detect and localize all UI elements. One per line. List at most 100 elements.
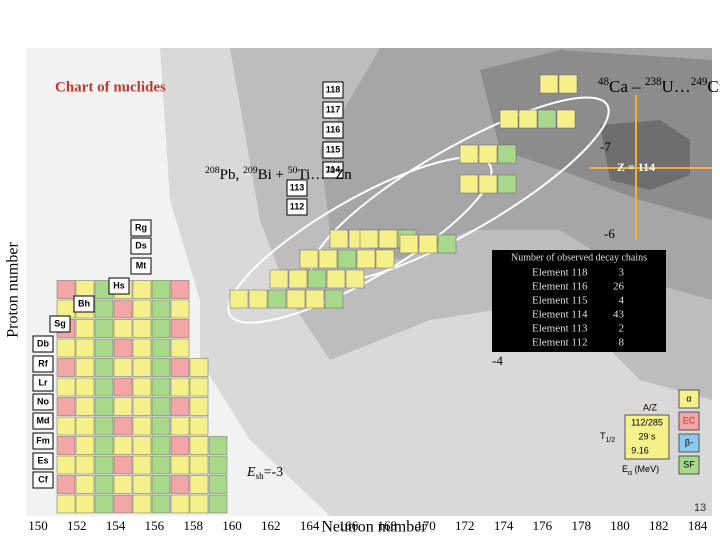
nuclide-cell xyxy=(56,299,76,319)
nuclide-cell xyxy=(94,299,114,319)
nuclide-cell xyxy=(399,234,419,254)
nuclide-cell xyxy=(170,319,190,338)
nuclide-cell xyxy=(151,416,171,436)
nuclide-cell xyxy=(151,436,171,455)
element-label: Bh xyxy=(78,298,90,308)
reaction-part: Ca – xyxy=(609,77,645,96)
element-box xyxy=(49,315,71,333)
element-box xyxy=(32,452,54,470)
nuclide-cell xyxy=(375,249,395,269)
title: Chart of nuclides xyxy=(55,79,166,95)
reaction-part: Zn xyxy=(335,167,352,183)
nuclide-cell xyxy=(132,455,152,475)
element-label: Mt xyxy=(136,260,147,270)
nuclide-cell xyxy=(151,475,171,494)
nuclide-cell xyxy=(478,144,498,164)
element-box xyxy=(32,471,54,489)
nuclide-cell xyxy=(151,377,171,397)
nuclide-cell xyxy=(518,109,538,129)
element-box xyxy=(130,219,152,237)
nuclide-cell xyxy=(132,397,152,416)
sample-e: 9.16 xyxy=(631,445,649,455)
element-box xyxy=(32,412,54,430)
element-label: 117 xyxy=(326,104,341,114)
reaction-part: 50 xyxy=(288,165,298,176)
decay-count: 2 xyxy=(619,323,625,335)
nuclide-cell xyxy=(170,377,190,397)
element-label: 112 xyxy=(290,201,305,211)
reaction-part: Bi + xyxy=(258,167,288,183)
nuclide-cell xyxy=(378,229,398,249)
element-box xyxy=(32,432,54,450)
reaction-part: 70 xyxy=(325,165,335,176)
reaction-part: 238 xyxy=(645,76,662,88)
nuclide-cell xyxy=(75,338,95,358)
nuclide-cell xyxy=(56,475,76,494)
decay-count: 43 xyxy=(613,309,625,321)
nuclide-cell xyxy=(170,494,190,514)
element-label: Hs xyxy=(113,280,125,290)
element-box xyxy=(32,355,54,373)
nuclide-cell xyxy=(459,144,479,164)
sample-t: 29 s xyxy=(638,431,656,441)
contour-label: -7 xyxy=(600,139,611,154)
decay-count: 4 xyxy=(619,295,625,307)
nuclide-cell xyxy=(94,338,114,358)
nuclide-cell xyxy=(208,494,228,514)
element-label: Rf xyxy=(38,358,48,368)
nuclide-cell xyxy=(307,269,327,289)
element-label: 118 xyxy=(326,84,341,94)
x-tick-label: 150 xyxy=(28,518,48,533)
nuclide-cell xyxy=(269,269,289,289)
element-box xyxy=(322,161,344,179)
decay-element: Element 112 xyxy=(532,337,588,349)
x-tick-label: 174 xyxy=(494,518,514,533)
x-tick-label: 158 xyxy=(183,518,203,533)
nuclide-cell xyxy=(151,455,171,475)
z114: Z = 114 xyxy=(617,160,655,174)
nuclide-cell xyxy=(151,319,171,338)
nuclide-cell xyxy=(288,269,308,289)
nuclide-cell xyxy=(459,174,479,194)
nuclide-cell xyxy=(75,377,95,397)
nuclide-cell xyxy=(170,358,190,377)
sample-cell xyxy=(624,414,670,460)
element-label: No xyxy=(37,396,49,406)
element-box xyxy=(32,374,54,392)
nuclide-cell xyxy=(94,475,114,494)
contour-label: -4 xyxy=(492,353,503,368)
nuclide-cell xyxy=(189,455,209,475)
decay-element: Element 114 xyxy=(532,309,588,321)
element-box xyxy=(73,295,95,313)
nuclide-cell xyxy=(356,249,376,269)
x-tick-label: 166 xyxy=(339,518,359,533)
x-tick-label: 184 xyxy=(688,518,708,533)
x-axis-label: Neutron number xyxy=(321,519,427,536)
nuclide-cell xyxy=(113,494,133,514)
nuclide-cell xyxy=(170,338,190,358)
reaction-part: Ti… xyxy=(297,167,325,183)
decay-heading: Number of observed decay chains xyxy=(511,252,647,263)
element-box xyxy=(322,101,344,119)
nuclide-cell xyxy=(132,377,152,397)
nuclide-cell xyxy=(359,229,379,249)
nuclide-cell xyxy=(499,109,519,129)
element-box xyxy=(322,121,344,139)
nuclide-cell xyxy=(170,280,190,299)
nuclide-cell xyxy=(539,74,559,94)
x-tick-label: 168 xyxy=(377,518,397,533)
legend-label: α xyxy=(686,393,691,403)
nuclide-cell xyxy=(189,436,209,455)
nuclide-cell xyxy=(151,397,171,416)
element-label: Lr xyxy=(39,377,48,387)
nuclide-cell xyxy=(318,249,338,269)
element-label: 116 xyxy=(326,124,341,134)
element-label: 113 xyxy=(290,182,305,192)
element-box xyxy=(322,141,344,159)
legend-swatch xyxy=(678,433,700,453)
element-label: Rg xyxy=(135,222,147,232)
nuclide-cell xyxy=(113,436,133,455)
element-box xyxy=(108,277,130,295)
y-axis-label: Proton number xyxy=(5,242,22,338)
element-label: Ds xyxy=(135,240,147,250)
